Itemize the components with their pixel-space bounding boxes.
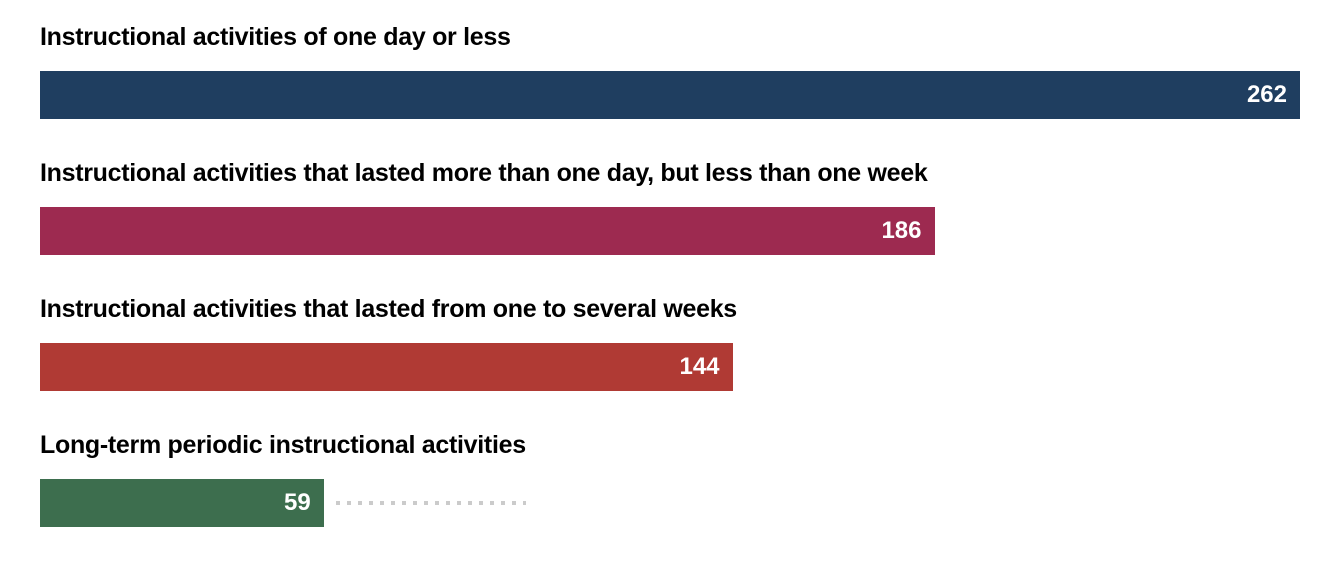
bar: 262 bbox=[40, 71, 1300, 119]
bar: 144 bbox=[40, 343, 733, 391]
bar-category-label: Instructional activities of one day or l… bbox=[40, 23, 511, 51]
bar-category-label: Instructional activities that lasted fro… bbox=[40, 295, 737, 323]
bar-row: Long-term periodic instructional activit… bbox=[40, 429, 1300, 527]
bar-category-label: Long-term periodic instructional activit… bbox=[40, 431, 526, 459]
bar-track: 262 bbox=[40, 71, 1300, 119]
bar-track: 186 bbox=[40, 207, 1300, 255]
bar-track: 59 bbox=[40, 479, 1300, 527]
bar-value-label: 144 bbox=[679, 353, 720, 380]
bar-track: 144 bbox=[40, 343, 1300, 391]
bar-row: Instructional activities that lasted mor… bbox=[40, 157, 1300, 255]
bar: 59 bbox=[40, 479, 324, 527]
dotted-leader-line bbox=[335, 501, 526, 505]
bar-value-label: 59 bbox=[284, 489, 311, 516]
bar: 186 bbox=[40, 207, 935, 255]
bar-value-label: 262 bbox=[1246, 81, 1287, 108]
bar-value-label: 186 bbox=[881, 217, 922, 244]
bar-category-label: Instructional activities that lasted mor… bbox=[40, 159, 928, 187]
bar-row: Instructional activities that lasted fro… bbox=[40, 293, 1300, 391]
bar-row: Instructional activities of one day or l… bbox=[40, 21, 1300, 119]
